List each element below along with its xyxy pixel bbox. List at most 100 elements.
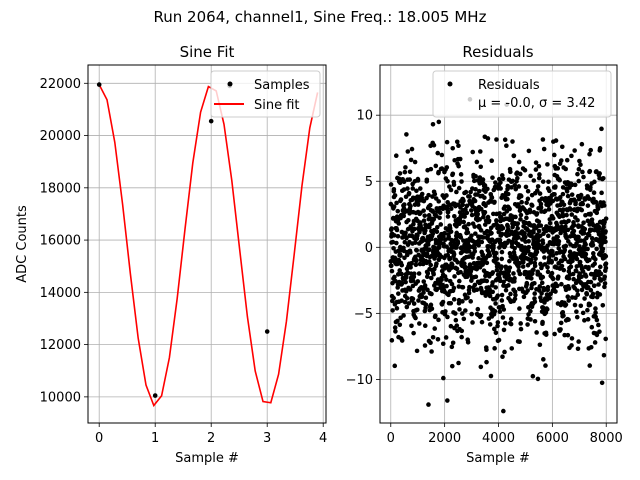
residual-point bbox=[579, 141, 585, 147]
residual-point bbox=[508, 291, 513, 297]
residual-point bbox=[571, 228, 577, 234]
residual-point bbox=[531, 178, 537, 183]
residual-point bbox=[468, 299, 474, 304]
residual-point bbox=[577, 158, 582, 164]
residual-point bbox=[547, 295, 552, 301]
residual-point bbox=[500, 225, 506, 231]
residual-point bbox=[557, 177, 562, 183]
residual-point bbox=[391, 204, 397, 209]
residual-point bbox=[583, 274, 589, 279]
residual-point bbox=[578, 192, 584, 198]
y-tick-label: 14000 bbox=[40, 286, 81, 301]
residual-point bbox=[565, 332, 571, 338]
residual-point bbox=[563, 243, 569, 249]
residual-point bbox=[495, 293, 501, 298]
residual-point bbox=[490, 175, 495, 180]
residual-point bbox=[407, 177, 413, 182]
residual-point bbox=[517, 339, 522, 345]
residual-point bbox=[495, 261, 501, 267]
residual-point bbox=[536, 219, 542, 224]
residual-point bbox=[512, 182, 518, 188]
residual-point bbox=[516, 264, 521, 270]
residual-point bbox=[560, 207, 566, 212]
residual-point bbox=[487, 253, 493, 258]
residual-point bbox=[525, 188, 531, 194]
residual-point bbox=[393, 329, 398, 334]
residual-point bbox=[429, 306, 435, 311]
residual-point bbox=[431, 271, 436, 277]
residual-point bbox=[428, 166, 434, 172]
residual-point bbox=[484, 347, 489, 353]
y-tick-label: 18000 bbox=[40, 181, 81, 196]
residual-point bbox=[474, 159, 480, 165]
residual-point bbox=[547, 220, 553, 226]
residual-point bbox=[472, 249, 478, 254]
residual-point bbox=[494, 218, 499, 223]
residual-point bbox=[392, 193, 398, 198]
sine-fit-grid bbox=[88, 65, 326, 423]
residual-point bbox=[395, 318, 400, 324]
residual-point bbox=[392, 363, 398, 369]
residual-point bbox=[394, 306, 400, 311]
residual-point bbox=[458, 235, 464, 240]
residual-point bbox=[422, 323, 428, 329]
legend-residuals-stats: μ = -0.0, σ = 3.42 bbox=[478, 96, 595, 111]
residual-point bbox=[478, 313, 484, 318]
residual-point bbox=[538, 205, 544, 210]
y-tick-label: 16000 bbox=[40, 234, 81, 249]
residual-point bbox=[594, 317, 600, 323]
residual-point bbox=[574, 251, 579, 257]
residual-point bbox=[420, 236, 426, 241]
residual-point bbox=[480, 252, 486, 257]
residual-point bbox=[416, 271, 422, 276]
residual-point bbox=[492, 309, 498, 314]
residual-point bbox=[489, 195, 495, 200]
residual-point bbox=[448, 187, 454, 193]
residual-point bbox=[390, 239, 396, 245]
residual-point bbox=[446, 234, 452, 240]
residual-point bbox=[409, 146, 415, 152]
residual-point bbox=[499, 231, 505, 237]
residual-point bbox=[517, 171, 523, 177]
residual-point bbox=[471, 178, 477, 184]
residual-point bbox=[426, 213, 432, 218]
residual-point bbox=[523, 184, 529, 190]
residual-point bbox=[421, 218, 427, 223]
residual-point bbox=[603, 216, 609, 221]
residual-point bbox=[449, 344, 455, 350]
residual-point bbox=[474, 287, 480, 293]
residual-point bbox=[565, 294, 571, 300]
residual-point bbox=[583, 242, 588, 247]
residual-point bbox=[421, 279, 427, 284]
residual-point bbox=[515, 221, 521, 226]
residual-point bbox=[500, 354, 505, 360]
sample-point bbox=[264, 329, 270, 334]
residual-point bbox=[472, 282, 478, 288]
residual-point bbox=[438, 222, 444, 227]
residual-point bbox=[589, 217, 595, 222]
y-tick-label: 10000 bbox=[40, 390, 81, 405]
residual-point bbox=[449, 281, 455, 287]
residual-point bbox=[518, 217, 523, 222]
residual-point bbox=[516, 159, 522, 165]
residual-point bbox=[411, 330, 416, 336]
residual-point bbox=[412, 226, 417, 232]
residual-point bbox=[399, 281, 405, 286]
residual-point bbox=[462, 261, 467, 266]
residual-point bbox=[517, 261, 523, 266]
residual-point bbox=[547, 188, 552, 194]
residual-point bbox=[594, 246, 599, 252]
residual-point bbox=[432, 326, 438, 331]
residual-point bbox=[415, 233, 420, 238]
residual-point bbox=[559, 158, 564, 163]
residual-point bbox=[434, 286, 440, 292]
residual-point bbox=[518, 326, 524, 332]
residual-point bbox=[515, 175, 520, 181]
residual-point bbox=[395, 208, 401, 214]
residual-point bbox=[545, 233, 551, 239]
residual-point bbox=[459, 334, 464, 340]
residual-point bbox=[421, 198, 427, 204]
residual-point bbox=[484, 359, 489, 365]
residuals-ticks: 0 2000 4000 6000 8000 −10 −5 0 5 10 bbox=[346, 109, 623, 446]
residual-point bbox=[584, 292, 590, 297]
